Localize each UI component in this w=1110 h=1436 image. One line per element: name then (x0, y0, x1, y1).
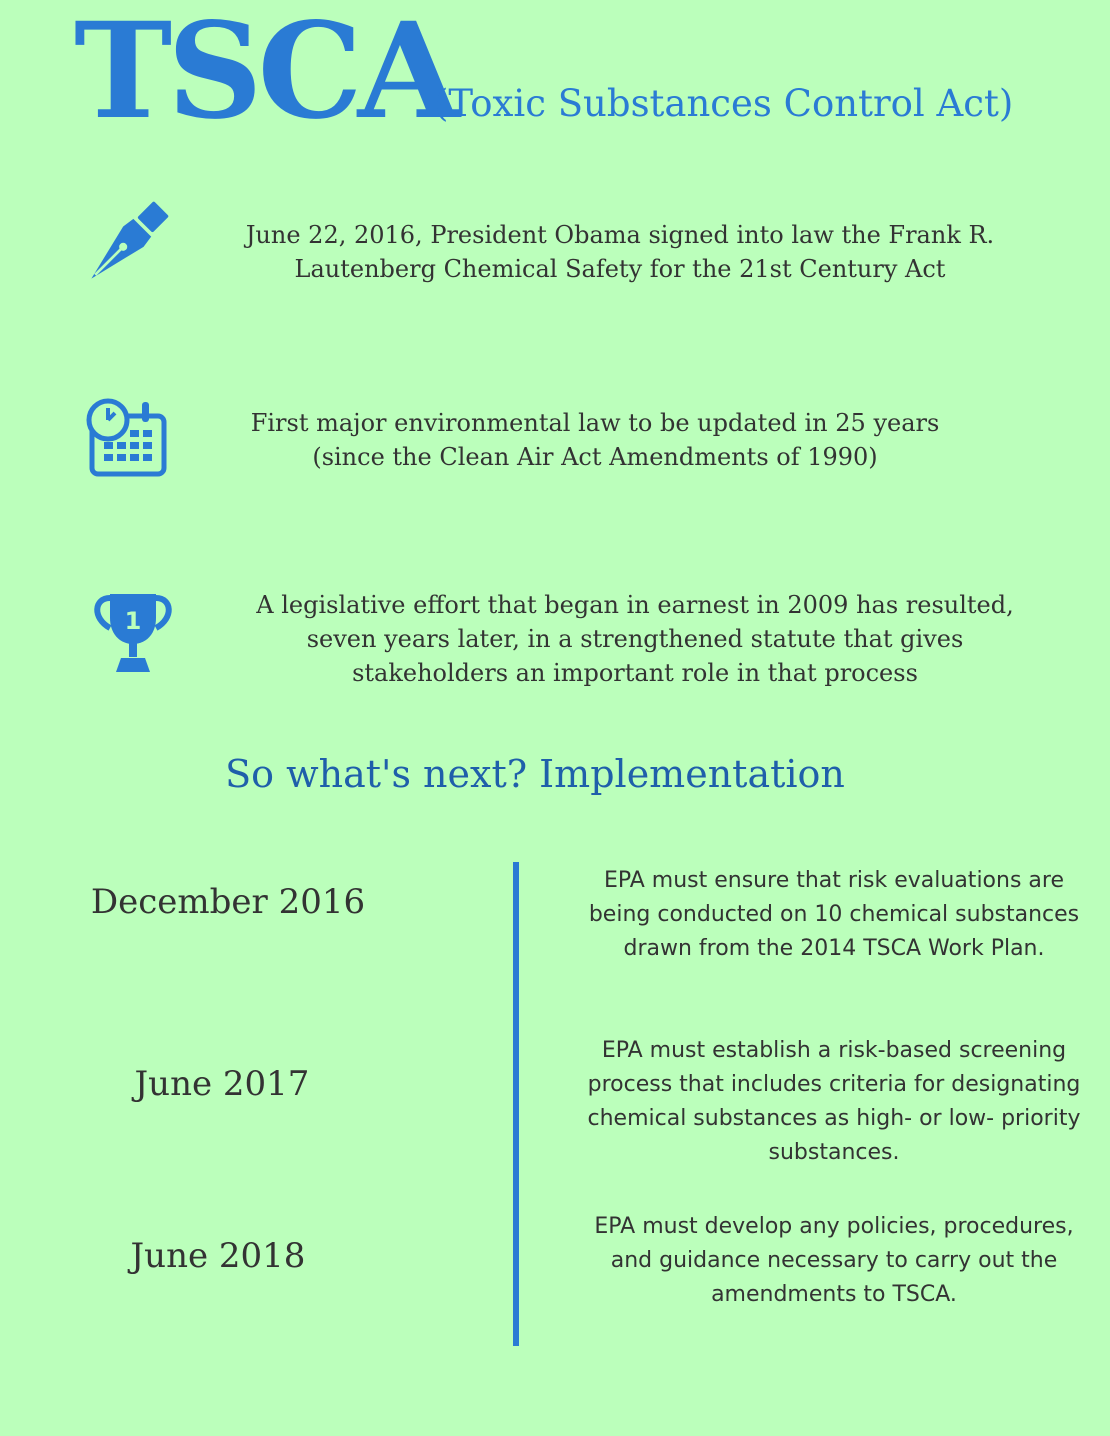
trophy-number: 1 (125, 607, 142, 635)
fact-line: (since the Clean Air Act Amendments of 1… (312, 443, 878, 471)
calendar-clock-icon (84, 398, 168, 478)
timeline-description: EPA must establish a risk-based screenin… (584, 1034, 1084, 1170)
fact-update: First major environmental law to be upda… (200, 406, 990, 474)
timeline-line: EPA must develop any policies, procedure… (594, 1214, 1074, 1239)
timeline-date: June 2018 (130, 1236, 306, 1276)
page-title: TSCA (74, 0, 460, 149)
fountain-pen-icon (82, 198, 172, 288)
timeline-date: June 2017 (134, 1064, 310, 1104)
timeline-line: amendments to TSCA. (711, 1282, 957, 1307)
timeline-line: and guidance necessary to carry out the (610, 1248, 1058, 1273)
timeline-line: substances. (768, 1140, 900, 1165)
fact-line: stakeholders an important role in that p… (352, 659, 918, 687)
fact-line: June 22, 2016, President Obama signed in… (245, 221, 995, 249)
timeline-date: December 2016 (90, 882, 366, 922)
timeline-line: process that includes criteria for desig… (587, 1072, 1081, 1097)
timeline-description: EPA must ensure that risk evaluations ar… (584, 864, 1084, 966)
fact-line: Lautenberg Chemical Safety for the 21st … (294, 255, 946, 283)
section-heading: So what's next? Implementation (225, 752, 845, 796)
fact-line: First major environmental law to be upda… (250, 409, 940, 437)
timeline-description: EPA must develop any policies, procedure… (584, 1210, 1084, 1312)
fact-legislative: A legislative effort that began in earne… (200, 588, 1070, 690)
fact-line: seven years later, in a strengthened sta… (306, 625, 964, 653)
fact-signing: June 22, 2016, President Obama signed in… (200, 218, 1040, 286)
timeline-line: EPA must establish a risk-based screenin… (601, 1038, 1067, 1063)
timeline-line: being conducted on 10 chemical substance… (588, 902, 1080, 927)
timeline-line: chemical substances as high- or low- pri… (587, 1106, 1081, 1131)
page-subtitle: (Toxic Substances Control Act) (434, 82, 1014, 125)
timeline-line: drawn from the 2014 TSCA Work Plan. (623, 936, 1045, 961)
timeline-line: EPA must ensure that risk evaluations ar… (603, 868, 1064, 893)
timeline-divider (513, 862, 519, 1346)
trophy-icon: 1 (88, 588, 178, 678)
fact-line: A legislative effort that began in earne… (256, 591, 1014, 619)
